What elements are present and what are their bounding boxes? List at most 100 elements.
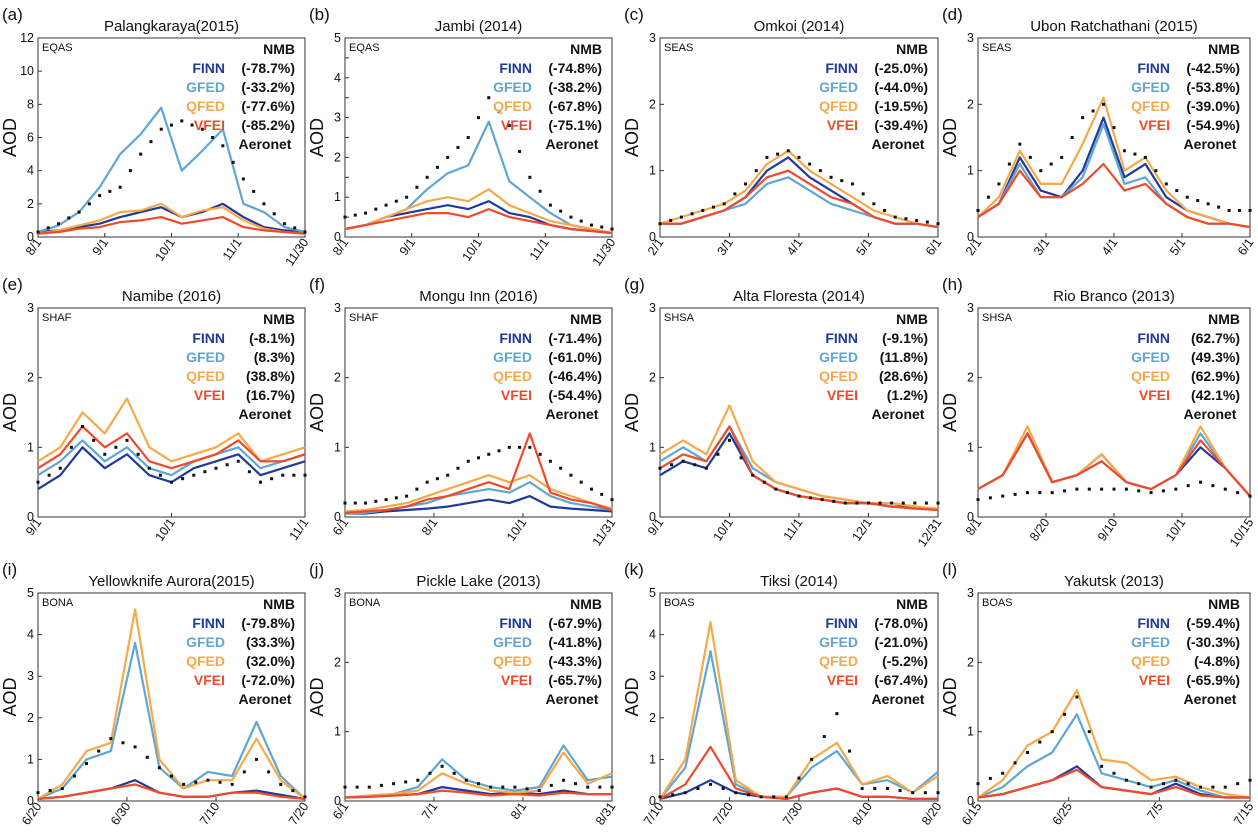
- panel-g-aeronet-point: [867, 501, 870, 505]
- panel-k-ylabel: AOD: [622, 677, 642, 716]
- panel-d-aeronet-point: [1102, 102, 1106, 106]
- panel-l-series-vfei: [977, 768, 1250, 799]
- panel-i-ytick-label: 2: [27, 711, 34, 725]
- panel-j-ytick-label: 0: [334, 794, 341, 808]
- panel-e-xtick-label: 11/1: [287, 516, 312, 543]
- panel-c-legend-label-finn: FINN: [825, 60, 858, 76]
- panel-d-aeronet-point: [997, 182, 1001, 186]
- panel-f-legend-aeronet: Aeronet: [546, 406, 599, 422]
- panel-j-aeronet-point: [537, 789, 541, 793]
- panel-c-aeronet-point: [893, 215, 897, 219]
- panel-f-aeronet-point: [477, 456, 480, 460]
- panel-e-aeronet-point: [181, 477, 185, 481]
- panel-a-aeronet-point: [98, 194, 102, 198]
- panel-c-aeronet-point: [936, 222, 940, 226]
- panel-d-aeronet-point: [1217, 205, 1221, 209]
- panel-b-aeronet-point: [343, 215, 347, 219]
- panel-l-aeronet-point: [1100, 764, 1104, 768]
- panel-l-legend-label-qfed: QFED: [1131, 653, 1170, 669]
- panel-l-legend-label-vfei: VFEI: [1139, 672, 1170, 688]
- panel-g-ytick-label: 1: [649, 440, 656, 454]
- panel-k-legend-label-qfed: QFED: [819, 653, 858, 669]
- panel-i-xtick-label: 7/10: [197, 800, 222, 828]
- panel-e-aeronet-point: [158, 473, 162, 477]
- panel-l-aeronet-point: [1025, 750, 1029, 754]
- panel-g-aeronet-point: [751, 473, 755, 477]
- panel-b-aeronet-point: [415, 185, 419, 189]
- panel-k-aeronet-point: [873, 787, 877, 791]
- panel-i-aeronet-point: [254, 757, 258, 761]
- panel-j-aeronet-point: [379, 783, 383, 787]
- panel-e-aeronet-point: [92, 438, 96, 442]
- panel-e-ytick-label: 1: [27, 440, 34, 454]
- panel-i-aeronet-point: [85, 762, 89, 766]
- panel-j-series-vfei: [344, 789, 612, 799]
- panel-g-legend-label-vfei: VFEI: [827, 387, 858, 403]
- panel-d-aeronet-point: [976, 208, 980, 212]
- panel-l-aeronet-point: [1013, 761, 1017, 765]
- panel-f-aeronet-point: [559, 466, 563, 470]
- panel-e-letter: (e): [2, 275, 23, 294]
- panel-j-ytick-label: 1: [334, 725, 341, 739]
- panel-l-aeronet-point: [988, 776, 992, 780]
- panel-a-aeronet-point: [252, 189, 256, 193]
- panel-f-aeronet-point: [466, 459, 470, 463]
- panel-b-aeronet-point: [456, 145, 460, 149]
- panel-f-legend-title: NMB: [570, 311, 602, 327]
- panel-a-ytick-label: 0: [27, 230, 34, 244]
- panel-d-aeronet-point: [1070, 136, 1074, 139]
- panel-b-aeronet-point: [579, 219, 583, 223]
- panel-c-aeronet-point: [872, 202, 876, 206]
- panel-j-aeronet-point: [501, 785, 505, 789]
- panel-a-legend-label-qfed: QFED: [186, 98, 225, 114]
- panel-d-legend-value-vfei: (-54.9%): [1186, 117, 1240, 133]
- panel-j-series-qfed: [344, 751, 613, 799]
- panel-g-xtick-label: 12/31: [915, 516, 944, 550]
- panel-c-aeronet-point: [850, 182, 854, 186]
- panel-b-aeronet-point: [548, 203, 552, 207]
- panel-b-legend-label-gfed: GFED: [493, 79, 532, 95]
- panel-g-aeronet-point: [913, 501, 917, 505]
- panel-j-aeronet-point: [440, 764, 444, 768]
- panel-a-aeronet-point: [108, 189, 112, 193]
- panel-g-aeronet-point: [901, 501, 905, 505]
- panel-c-xtick-label: 6/1: [923, 236, 944, 258]
- panel-l-xtick-label: 6/15: [959, 800, 984, 828]
- panel-a-letter: (a): [2, 5, 23, 24]
- panel-d-legend-label-qfed: QFED: [1131, 98, 1170, 114]
- panel-j-legend-value-gfed: (-41.8%): [548, 634, 602, 650]
- panel-j-letter: (j): [309, 560, 324, 579]
- panel-b-legend-title: NMB: [570, 41, 602, 57]
- panel-l-xtick-label: 7/15: [1231, 800, 1256, 828]
- panel-d-legend-value-gfed: (-53.8%): [1186, 79, 1240, 95]
- panel-l-aeronet-point: [1038, 740, 1042, 744]
- panel-l-aeronet-point: [1149, 785, 1153, 789]
- panel-f-aeronet-point: [394, 496, 398, 500]
- panel-k-xtick-label: 7/30: [780, 800, 805, 828]
- panel-c-aeronet-point: [904, 217, 908, 221]
- panel-d-aeronet-point: [1248, 208, 1252, 212]
- panel-a-legend-label-vfei: VFEI: [194, 117, 225, 133]
- panel-e-legend-label-vfei: VFEI: [194, 387, 225, 403]
- panel-k-aeronet-point: [696, 787, 700, 791]
- panel-l-aeronet-point: [1223, 785, 1227, 789]
- panel-f-aeronet-point: [374, 499, 378, 503]
- panel-b-ytick-label: 2: [334, 150, 341, 164]
- panel-d-xtick-label: 6/1: [1235, 236, 1256, 258]
- panel-h-legend-value-gfed: (49.3%): [1191, 349, 1240, 365]
- panel-g-legend-label-finn: FINN: [825, 330, 858, 346]
- panel-c-aeronet-point: [915, 218, 919, 222]
- panel-e-aeronet-point: [247, 470, 251, 474]
- panel-k-legend-value-vfei: (-67.4%): [874, 672, 928, 688]
- panel-f-legend-label-qfed: QFED: [493, 368, 532, 384]
- panel-b-aeronet-point: [353, 213, 357, 217]
- panel-k-aeronet-point: [810, 757, 814, 761]
- panel-f-aeronet-point: [528, 445, 532, 449]
- panel-d-aeronet-point: [1164, 182, 1168, 186]
- panel-i-ytick-label: 1: [27, 752, 34, 766]
- panel-g-aeronet-point: [855, 501, 859, 505]
- panel-l-legend-value-vfei: (-65.9%): [1186, 672, 1240, 688]
- panel-f-region-label: SHAF: [349, 312, 379, 324]
- panel-e-series-gfed: [37, 439, 306, 477]
- panel-b-ytick-label: 1: [334, 190, 341, 204]
